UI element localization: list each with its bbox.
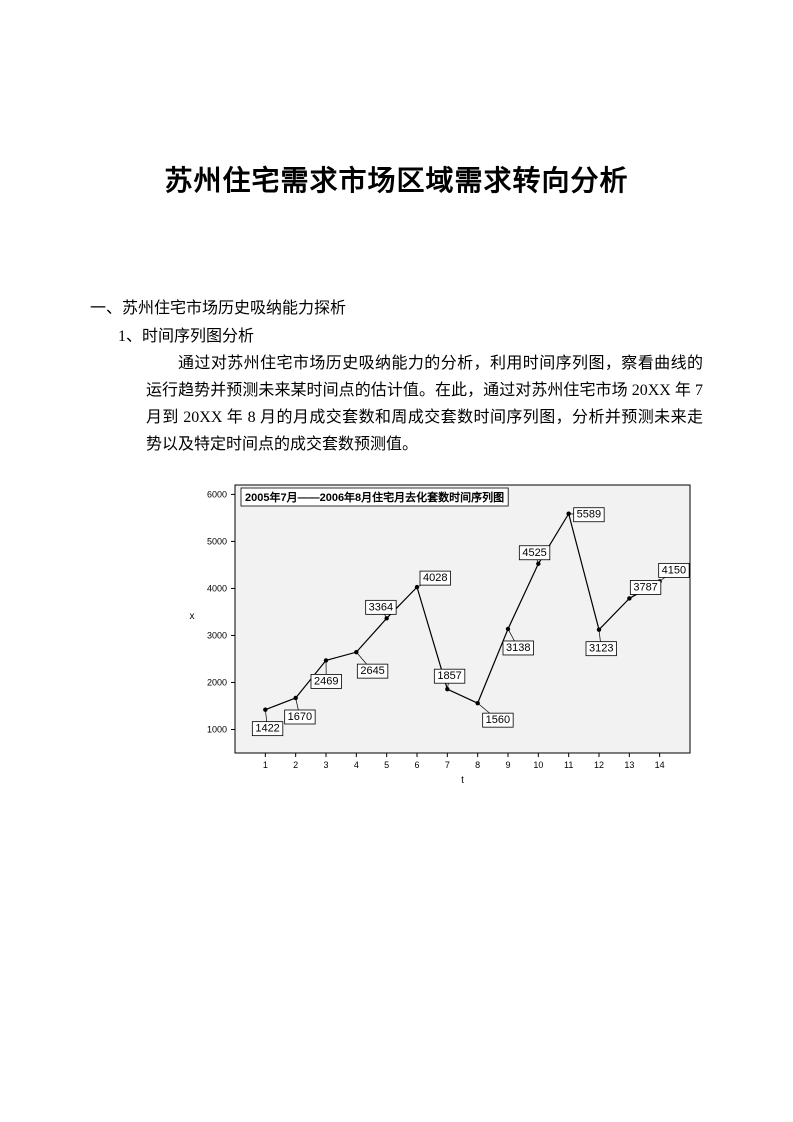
svg-text:1000: 1000: [207, 724, 227, 734]
svg-text:11: 11: [564, 760, 573, 770]
svg-text:14: 14: [655, 760, 665, 770]
document-title: 苏州住宅需求市场区域需求转向分析: [90, 159, 703, 199]
svg-text:4: 4: [354, 760, 359, 770]
svg-text:5000: 5000: [207, 536, 227, 546]
svg-text:4150: 4150: [662, 564, 686, 576]
svg-text:3138: 3138: [506, 641, 530, 653]
svg-text:8: 8: [475, 760, 480, 770]
svg-text:3787: 3787: [633, 581, 657, 593]
svg-text:1670: 1670: [288, 710, 312, 722]
page: 苏州住宅需求市场区域需求转向分析 一、苏州住宅市场历史吸纳能力探析 1、时间序列…: [0, 0, 793, 1122]
time-series-chart: 1000200030004000500060001234567891011121…: [180, 477, 700, 787]
svg-text:4000: 4000: [207, 583, 227, 593]
body-paragraph: 通过对苏州住宅市场历史吸纳能力的分析，利用时间序列图，察看曲线的运行趋势并预测未…: [90, 350, 703, 459]
section-heading: 一、苏州住宅市场历史吸纳能力探析: [90, 294, 703, 318]
chart-svg: 1000200030004000500060001234567891011121…: [180, 477, 700, 787]
svg-text:5: 5: [384, 760, 389, 770]
svg-text:3364: 3364: [369, 601, 393, 613]
svg-text:4525: 4525: [522, 546, 546, 558]
svg-text:1857: 1857: [437, 670, 461, 682]
svg-text:5589: 5589: [577, 508, 601, 520]
svg-text:6: 6: [414, 760, 419, 770]
svg-text:x: x: [190, 611, 195, 622]
svg-text:1422: 1422: [255, 722, 279, 734]
svg-text:4028: 4028: [423, 572, 447, 584]
svg-text:10: 10: [533, 760, 543, 770]
svg-text:2645: 2645: [360, 665, 384, 677]
sub-heading: 1、时间序列图分析: [90, 322, 703, 346]
svg-text:2: 2: [293, 760, 298, 770]
svg-text:6000: 6000: [207, 489, 227, 499]
svg-text:t: t: [461, 775, 464, 786]
svg-text:12: 12: [594, 760, 604, 770]
svg-text:7: 7: [445, 760, 450, 770]
svg-text:1560: 1560: [486, 714, 510, 726]
svg-text:2469: 2469: [314, 675, 338, 687]
svg-text:1: 1: [263, 760, 268, 770]
svg-text:2000: 2000: [207, 677, 227, 687]
svg-text:3000: 3000: [207, 630, 227, 640]
svg-text:9: 9: [505, 760, 510, 770]
svg-text:3123: 3123: [589, 642, 613, 654]
svg-text:13: 13: [624, 760, 634, 770]
svg-text:2005年7月——2006年8月住宅月去化套数时间序列图: 2005年7月——2006年8月住宅月去化套数时间序列图: [245, 490, 504, 504]
svg-text:3: 3: [323, 760, 328, 770]
